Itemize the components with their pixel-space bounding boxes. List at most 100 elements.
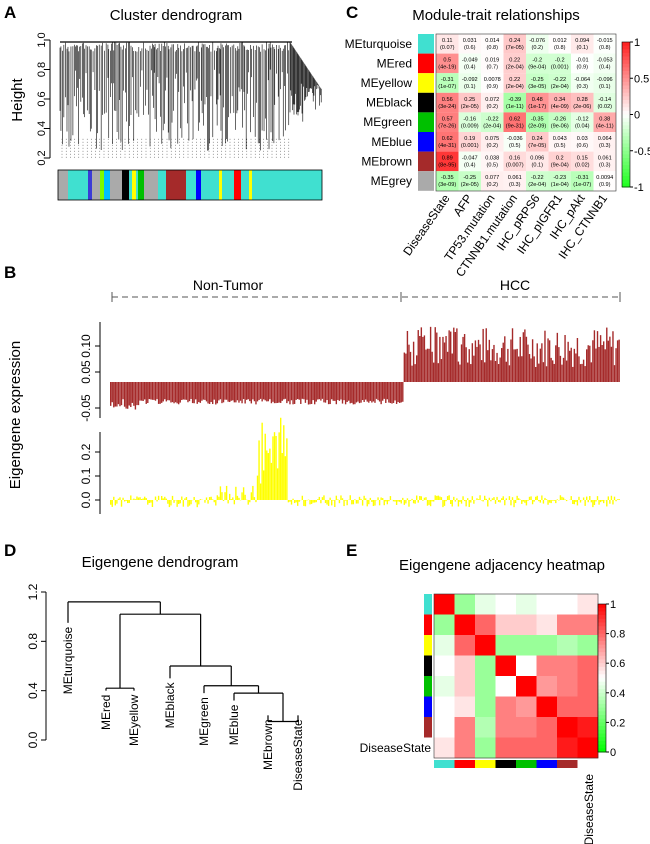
brown-bar	[182, 382, 185, 400]
brown-bar	[434, 327, 436, 382]
brown-bar	[412, 341, 415, 382]
module-color-block	[158, 170, 166, 200]
module-trait-cell	[593, 53, 616, 74]
brown-bar	[159, 382, 161, 404]
brown-bar	[408, 344, 410, 382]
adjacency-cell	[577, 635, 599, 656]
brown-bar	[368, 382, 370, 403]
brown-bar	[395, 382, 398, 404]
brown-bar	[459, 364, 461, 382]
brown-bar	[402, 382, 404, 402]
legend-gradient-step	[598, 652, 606, 657]
legend-gradient-step	[598, 726, 606, 731]
brown-bar	[278, 382, 280, 403]
yellow-bar	[154, 496, 157, 500]
brown-bar	[242, 382, 245, 400]
brown-bar	[232, 382, 234, 401]
yellow-bar	[321, 497, 324, 500]
yellow-bar	[162, 498, 164, 500]
yellow-bar	[167, 500, 169, 504]
yellow-bar	[133, 498, 135, 500]
yellow-bar	[406, 498, 409, 500]
module-color-block	[84, 170, 88, 200]
module-trait-cell	[593, 92, 616, 113]
yellow-bar	[110, 500, 112, 505]
brown-bar	[479, 344, 481, 382]
yellow-bar	[297, 500, 299, 506]
module-trait-cell	[503, 132, 526, 152]
yellow-bar	[453, 496, 455, 500]
module-trait-pvalue: (2e-04)	[551, 84, 569, 90]
brown-bar	[428, 348, 430, 382]
yellow-bar	[252, 485, 254, 500]
yellow-bar	[521, 500, 523, 504]
yellow-bar	[460, 500, 463, 504]
adjacency-cell	[516, 696, 537, 718]
yellow-bar	[408, 500, 410, 507]
brown-bar	[139, 382, 141, 401]
legend-gradient-step	[598, 740, 606, 746]
module-trait-cell	[593, 34, 616, 54]
brown-bar	[437, 363, 440, 382]
brown-bar	[358, 382, 361, 404]
adjacency-cell	[434, 696, 455, 718]
yellow-bar	[289, 500, 291, 502]
yellow-bar	[253, 497, 256, 500]
brown-bar	[528, 354, 531, 382]
brown-bar	[357, 382, 359, 402]
brown-bar	[496, 352, 498, 382]
brown-bar	[484, 362, 486, 382]
brown-bar	[453, 327, 455, 382]
module-trait-value: -0.049	[462, 58, 478, 64]
panel-d-title: Eigengene dendrogram	[82, 554, 239, 571]
module-trait-cell	[571, 112, 594, 132]
brown-bar	[429, 326, 432, 382]
brown-bar	[212, 382, 214, 405]
module-trait-value: 0.061	[508, 175, 522, 181]
brown-bar	[252, 382, 254, 400]
brown-bar	[465, 347, 467, 382]
legend-gradient-step	[598, 696, 606, 701]
yellow-bar	[477, 499, 480, 500]
brown-bar	[530, 358, 532, 382]
module-trait-cell	[481, 132, 504, 152]
brown-bar	[491, 349, 494, 382]
legend-gradient-step	[622, 71, 630, 76]
yellow-bar	[389, 496, 392, 500]
module-color-swatch	[418, 112, 434, 132]
yellow-bar	[573, 500, 576, 505]
yellow-bar	[462, 496, 464, 500]
brown-bar	[501, 348, 503, 382]
brown-bar	[241, 382, 243, 404]
yellow-bar	[437, 495, 440, 500]
yellow-bar	[219, 486, 222, 500]
brown-bar	[558, 347, 560, 382]
brown-bar	[439, 336, 441, 382]
brown-bar	[133, 382, 135, 406]
legend-gradient-step	[598, 648, 606, 653]
yellow-bar	[284, 456, 287, 500]
module-trait-pvalue: (0.07)	[440, 45, 455, 51]
adjacency-cell	[454, 717, 476, 738]
brown-bar	[125, 382, 127, 409]
yellow-bar	[247, 500, 249, 505]
adjacency-cell	[434, 737, 455, 759]
yellow-bar	[584, 500, 586, 506]
yellow-bar	[535, 496, 537, 500]
brown-bar	[165, 382, 168, 402]
module-trait-value: -0.31	[576, 175, 589, 181]
module-color-block	[252, 170, 258, 200]
brown-bar	[264, 382, 266, 401]
yellow-bar	[331, 500, 333, 506]
module-trait-pvalue: (0.2)	[486, 143, 498, 149]
legend-gradient-step	[598, 711, 606, 716]
yellow-bar	[603, 500, 605, 504]
panel-b-top-ytick-label: 0.05	[79, 360, 93, 384]
yellow-bar	[459, 500, 461, 502]
yellow-bar	[292, 498, 294, 500]
brown-bar	[275, 382, 277, 404]
adjacency-col-swatch	[516, 760, 537, 768]
brown-bar	[505, 361, 508, 382]
yellow-bar	[164, 496, 166, 500]
adjacency-row-swatch	[424, 635, 432, 656]
